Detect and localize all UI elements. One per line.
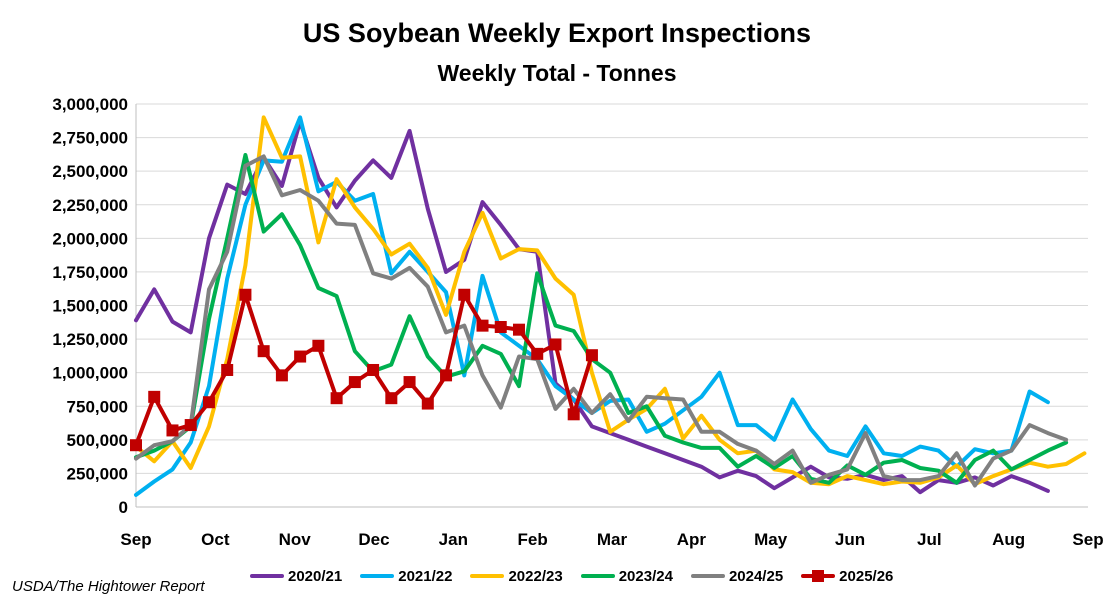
x-tick-label: Jun <box>835 530 865 549</box>
y-tick-label: 250,000 <box>67 464 128 483</box>
x-tick-label: Nov <box>279 530 312 549</box>
y-tick-label: 0 <box>119 498 128 517</box>
x-tick-label: Aug <box>992 530 1025 549</box>
grid-lines <box>136 103 1088 474</box>
legend-swatch <box>470 574 505 578</box>
x-tick-label: Oct <box>201 530 230 549</box>
data-point <box>294 350 307 363</box>
legend-item: 2022/23 <box>470 567 563 585</box>
data-point <box>567 408 580 421</box>
y-tick-label: 2,500,000 <box>52 162 128 181</box>
data-point <box>348 376 361 389</box>
data-point <box>330 392 343 405</box>
legend: 2020/21 2021/22 2022/23 2023/24 2024/25 2025/… <box>250 564 893 588</box>
source-note: USDA/The Hightower Report <box>12 578 205 595</box>
legend-item: 2025/26 <box>801 567 893 585</box>
data-point <box>512 323 525 336</box>
x-tick-label: Mar <box>597 530 628 549</box>
data-point <box>239 288 252 301</box>
y-tick-label: 2,750,000 <box>52 129 128 148</box>
data-point <box>385 392 398 405</box>
x-tick-label: Sep <box>1072 530 1103 549</box>
y-tick-label: 2,000,000 <box>52 229 128 248</box>
legend-item: 2021/22 <box>360 567 452 585</box>
data-point <box>257 345 270 358</box>
x-tick-label: Sep <box>120 530 151 549</box>
data-point <box>494 320 507 333</box>
y-axis-tick-labels: 0 250,000 500,000 750,000 1,000,000 1,250,000… <box>52 95 128 517</box>
data-point <box>221 363 234 376</box>
data-point <box>549 338 562 351</box>
legend-item: 2020/21 <box>250 567 342 585</box>
legend-swatch <box>250 574 284 578</box>
x-tick-label: Jul <box>917 530 942 549</box>
data-point <box>585 349 598 362</box>
y-tick-label: 2,250,000 <box>52 196 128 215</box>
data-point <box>421 397 434 410</box>
legend-item: 2023/24 <box>580 567 673 585</box>
legend-swatch <box>360 574 395 578</box>
plot-area <box>130 115 1087 497</box>
y-tick-label: 500,000 <box>67 431 128 450</box>
legend-label: 2023/24 <box>618 567 673 585</box>
data-point <box>275 369 288 382</box>
data-point <box>130 439 142 452</box>
legend-swatch <box>580 574 615 578</box>
legend-item: 2024/25 <box>690 567 784 585</box>
data-point <box>166 424 179 437</box>
data-point <box>148 390 161 403</box>
data-point <box>458 288 471 301</box>
legend-label: 2020/21 <box>288 567 343 585</box>
y-tick-label: 1,750,000 <box>52 263 128 282</box>
x-tick-label: May <box>754 530 788 549</box>
chart-subtitle: Weekly Total - Tonnes <box>437 60 677 86</box>
legend-label: 2025/26 <box>839 567 894 585</box>
series-line-2024-25 <box>134 154 1069 488</box>
y-tick-label: 750,000 <box>67 397 128 416</box>
y-tick-label: 1,500,000 <box>52 297 128 316</box>
data-point <box>184 419 197 432</box>
data-point <box>476 319 489 332</box>
data-point <box>403 376 416 389</box>
series-line-2022-23 <box>134 115 1087 487</box>
legend-swatch <box>801 570 836 582</box>
data-point <box>531 347 544 360</box>
y-tick-label: 1,250,000 <box>52 330 128 349</box>
legend-swatch-marker <box>812 570 825 582</box>
data-point <box>367 363 380 376</box>
legend-label: 2024/25 <box>728 567 784 585</box>
x-tick-label: Jan <box>439 530 468 549</box>
x-tick-label: Dec <box>358 530 389 549</box>
x-axis-tick-labels: Sep Oct Nov Dec Jan Feb Mar Apr May Jun Jul Aug Sep <box>120 530 1103 549</box>
chart-title: US Soybean Weekly Export Inspections <box>302 18 812 48</box>
y-tick-label: 1,000,000 <box>52 364 128 383</box>
data-point <box>440 369 453 382</box>
data-point <box>312 339 325 352</box>
x-tick-label: Apr <box>677 530 707 549</box>
legend-label: 2021/22 <box>398 567 453 585</box>
legend-swatch <box>690 574 725 578</box>
data-point <box>202 396 215 409</box>
x-tick-label: Feb <box>518 530 548 549</box>
series-line-2023-24 <box>134 153 1069 485</box>
y-tick-label: 3,000,000 <box>52 95 128 114</box>
legend-label: 2022/23 <box>508 567 563 585</box>
